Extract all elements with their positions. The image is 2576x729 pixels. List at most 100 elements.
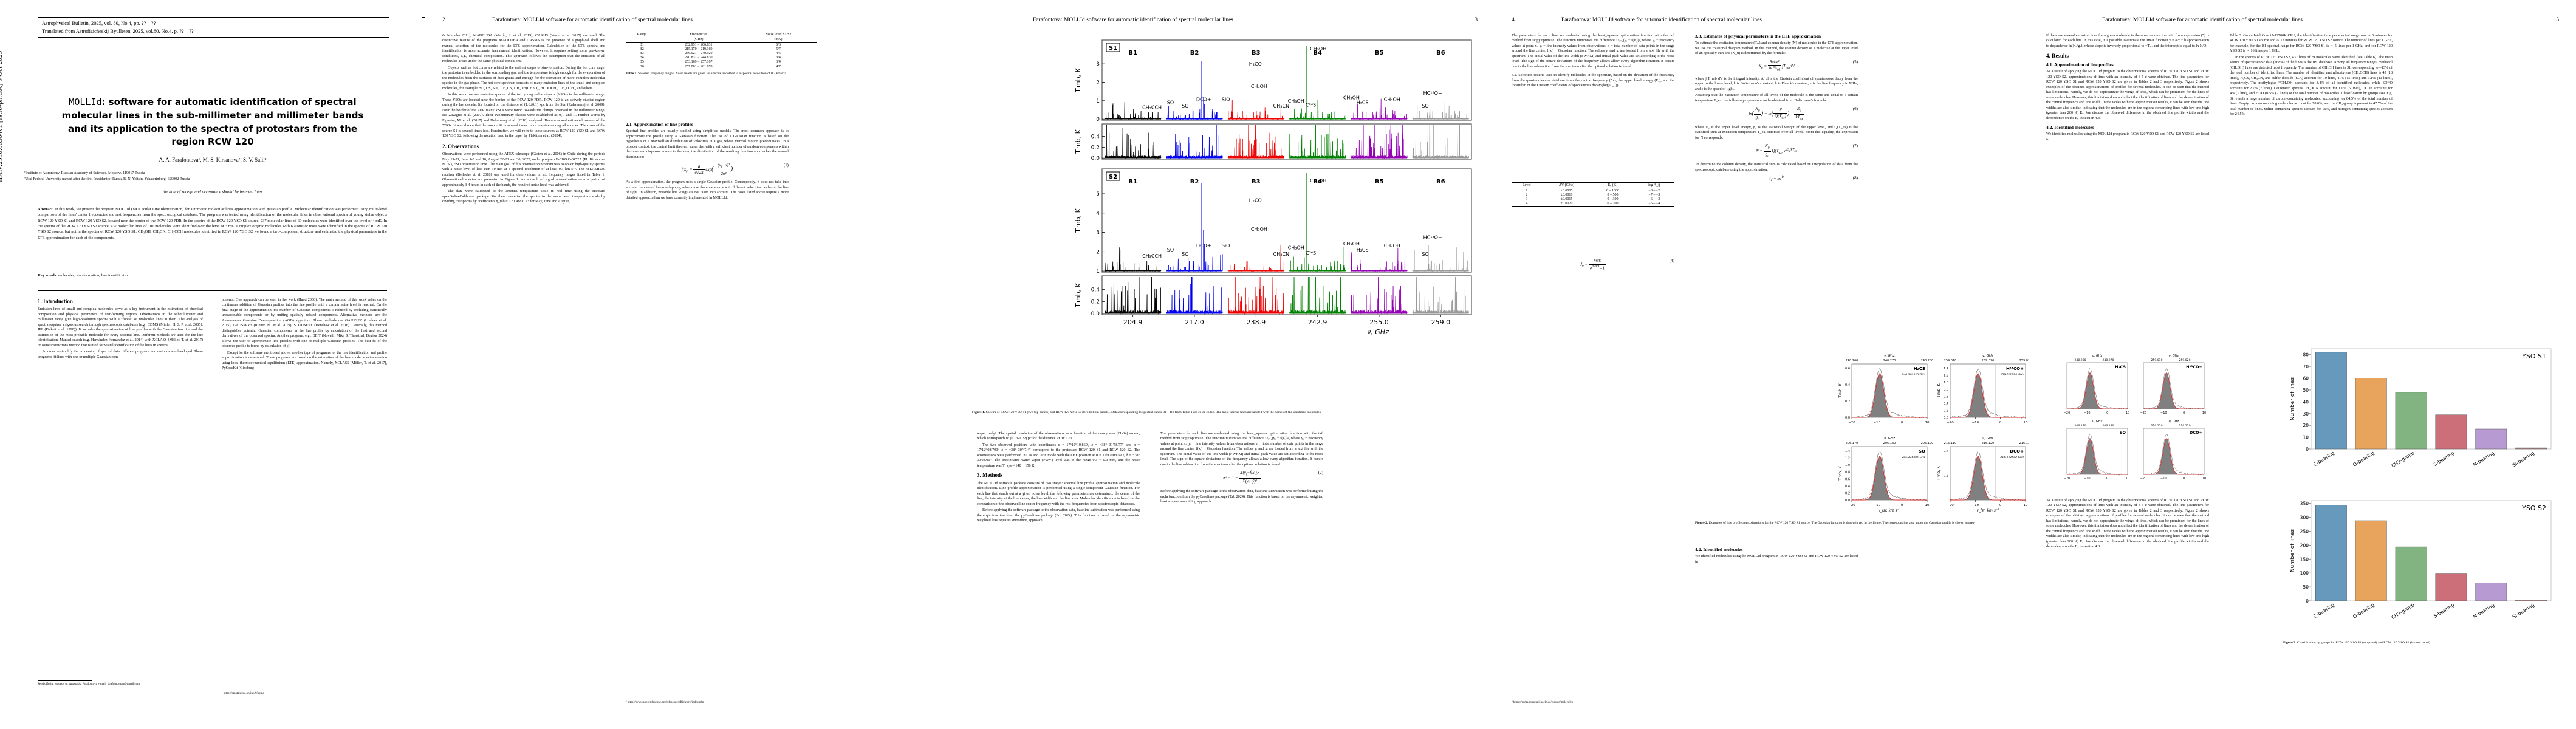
author-list: A. A. Farafontova¹, M. S. Kirsanova², S.…	[159, 157, 267, 163]
bar-category-label: N-bearing	[2472, 450, 2495, 468]
band-label-b6: B6	[1436, 179, 1445, 185]
page4-column-2b: 4.2. Identified molecules We identified …	[1695, 547, 1858, 699]
rot-x-tick-label: −10	[2160, 477, 2167, 481]
rot-x-tick-label: 10	[2202, 477, 2206, 481]
table-selection-criteria: Level ΔV (GHz) Eᵤ (K) log A_ij 1 ±0.0005 0…	[1512, 182, 1674, 207]
affiliation-1: ¹Institute of Astronomy, Russian Academy…	[24, 171, 145, 175]
rot-top-axis-label: ν, GHz	[2169, 420, 2179, 423]
rot-molecule-label: DCO+	[2190, 430, 2202, 435]
page2-column-1: & Mirocha 2011), MADCUBA (Martín, S. et …	[442, 33, 605, 696]
bar-y-tick-label: 300	[2300, 515, 2309, 521]
fig2-top-axis-tick: 259.010	[1944, 359, 1957, 363]
paragraph: As a first approximation, the program us…	[626, 180, 789, 200]
page-number: 4	[1512, 17, 1515, 23]
source-label-box	[1106, 171, 1120, 181]
page-5: Farafontova: MOLLId software for automat…	[2029, 0, 2576, 729]
table-cell: B5	[639, 60, 644, 64]
paragraph: 3.2. Selection criteria used to identify…	[1512, 73, 1674, 88]
section-heading-introduction: 1. Introduction	[38, 298, 73, 304]
figure-1-spectra: 0 1 2 3 S1 B1 B2 B3 B4 B5 B6 CH₃CCH SO SO DCO+ SiO H₂CO C…	[1070, 29, 1484, 406]
table-1-caption-text: Selected frequency ranges. Noise levels …	[638, 72, 786, 76]
title-line-3: and its application to the spectra of pr…	[67, 123, 358, 134]
band-label-b5: B5	[1375, 179, 1384, 185]
fig2-rest-frequency: 259.011798 GHz	[2000, 373, 2024, 377]
fig2-x-tick-label: −20	[1947, 421, 1954, 425]
molecule-annotation: SiO	[1222, 97, 1230, 102]
table-cell: 5/7	[776, 47, 781, 51]
table-row: 4 ±0.0020 0 – 200 −5 – −4	[1512, 202, 1674, 207]
fig2-x-tick-label: 0	[1999, 504, 2002, 507]
bar-y-tick-label: 10	[2303, 435, 2309, 440]
paragraph: As a result of applying the MOLLId progr…	[2046, 498, 2209, 549]
title-line-2: molecular lines in the sub-millimeter an…	[61, 109, 364, 121]
y-axis-tick-label: 0.4	[1091, 287, 1100, 293]
equation-1: f(xi) = a σ√2π exp(− (xi−μ)² 2σ²) (1)	[681, 163, 789, 176]
rot-x-tick-label: −20	[2064, 477, 2071, 481]
equation-4: Jν = hν/k ehν/kT−1 (4)	[1580, 258, 1674, 270]
fig2-panel-frame	[1851, 363, 1928, 418]
rot-top-tick: 240.270	[2103, 358, 2114, 362]
fig2-top-axis-tick: 206.180	[1883, 442, 1896, 445]
paragraph: Table 3. On an Intel Core i7-12700K CPU,…	[2230, 33, 2393, 53]
fig2-gaussian-fit	[1852, 456, 1927, 501]
subsection-heading-approximation: 4.1. Approximation of line profiles	[2046, 61, 2114, 67]
spectrum-trace-b1	[1105, 276, 1162, 315]
rot-x-tick-label: 0	[2183, 411, 2185, 415]
table-cell: 4	[1526, 202, 1528, 206]
molecule-annotation: HC¹³O+	[1423, 235, 1442, 241]
fig2-y-tick-label: 1.0	[1845, 464, 1850, 467]
table-body: B1 202.951 − 206.831 6/6 B2 215.170 − 219.16…	[626, 42, 817, 69]
molecule-annotation: CH₃OH	[1343, 95, 1360, 101]
subsection-heading-identified: 4.2. Identified molecules	[1695, 547, 1743, 552]
bar-category-label: Si-bearing	[2512, 602, 2535, 620]
paragraph: Objects such as hot cores are related to…	[442, 65, 605, 91]
fig2-x-tick-label: 0	[1901, 421, 1903, 425]
fig2-gaussian-fit	[1950, 456, 2026, 501]
fig2-y-axis-label: T mb, K	[1838, 383, 1843, 399]
title-mono-name: MOLLId	[69, 97, 102, 108]
bar-chart-frame	[2311, 348, 2552, 450]
fig2-y-tick-label: 0.2	[1944, 474, 1948, 478]
page5-column-1: If there are several emission lines for …	[2046, 33, 2209, 349]
y-axis-tick-label: 0.0	[1091, 311, 1100, 317]
fig2-top-axis-tick: 206.170	[1846, 442, 1858, 445]
figure-3-caption-label: Figure 3.	[2283, 641, 2297, 645]
fig2-x-tick-label: 10	[1925, 504, 1930, 507]
fig2-y-tick-label: 1.4	[1944, 367, 1948, 371]
table-cell: 0 – 500	[1607, 193, 1619, 197]
spectrum-panel-frame	[1101, 39, 1472, 121]
fig2-observed-spectrum	[1852, 368, 1928, 419]
fig2-gaussian-fit	[1950, 373, 2026, 418]
subsection-heading-line-profiles: 2.1. Approximation of line profiles	[626, 122, 693, 127]
figure-3-caption: Figure 3. Classification by groups for R…	[2283, 641, 2557, 646]
page2-footnote: ² https://www.apex-telescope.org/telesco…	[626, 699, 789, 705]
x-axis-tick-label: 242.9	[1308, 318, 1327, 326]
equation-2: R² = 1 − Σ(yi−f(xi))² Σ(yi−ȳ)² (2)	[1222, 470, 1323, 485]
bar-y-tick-label: 100	[2300, 570, 2309, 576]
bar	[2475, 428, 2507, 450]
rot-panel-frame	[2143, 362, 2205, 409]
bar-y-tick-label: 200	[2300, 542, 2309, 548]
table-row: B3 236.921 − 240.920 4/6	[626, 51, 817, 55]
fig2-top-axis-tick: 240.280	[1921, 359, 1934, 363]
figure-2-caption-label: Figure 2.	[1695, 521, 1708, 525]
paragraph: The data were calibrated to the antenna …	[442, 189, 605, 204]
running-head: Farafontova: MOLLId software for automat…	[1561, 17, 1762, 23]
rot-panel-frame	[2066, 428, 2128, 475]
spectrum-trace-b4	[1289, 46, 1346, 120]
paragraph: Before applying the software package to …	[977, 508, 1140, 523]
rot-x-tick-label: 0	[2183, 477, 2185, 481]
spectrum-trace-b5	[1351, 125, 1408, 159]
table-row: B4 240.831 − 244.830 3/4	[626, 56, 817, 60]
bar-y-tick-label: 70	[2303, 364, 2309, 369]
bar-y-tick-label: 0	[2306, 447, 2309, 452]
fig2-top-axis-tick: 206.190	[1921, 442, 1934, 445]
paragraph: The two observed positions with coordina…	[977, 442, 1140, 468]
bar	[2515, 447, 2547, 450]
banner-line-1: Astrophysical Bulletin, 2025, vol. 80, N…	[42, 20, 156, 26]
fig2-x-tick-label: −10	[1874, 421, 1881, 425]
fig2-top-axis-label: ν, GHz	[1982, 437, 1993, 440]
rot-x-tick-label: −20	[2140, 477, 2147, 481]
rot-top-tick: 259.020	[2179, 358, 2191, 362]
molecule-annotation: SO	[1422, 252, 1428, 257]
